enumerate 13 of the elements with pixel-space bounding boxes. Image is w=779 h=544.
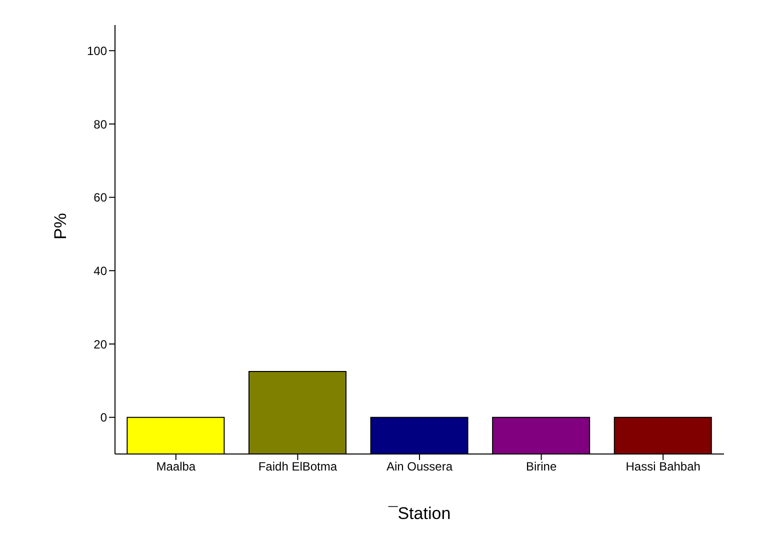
y-tick-label: 80 [94,117,108,132]
y-axis-title: P% [51,213,70,240]
y-tick-label: 100 [86,44,108,58]
y-tick-label: 20 [94,337,108,352]
x-tick-label: Hassi Bahbah [626,460,700,474]
y-tick-label: 60 [94,190,108,205]
x-tick-label: Maalba [156,460,196,474]
x-tick-label: Ain Oussera [386,460,453,474]
x-tick-label: Faidh ElBotma [258,460,338,474]
y-tick-label: 40 [94,264,108,278]
x-tick-label: Birine [526,460,557,474]
y-tick-label: 0 [100,410,108,425]
x-axis-title: ¯Station [387,504,451,523]
